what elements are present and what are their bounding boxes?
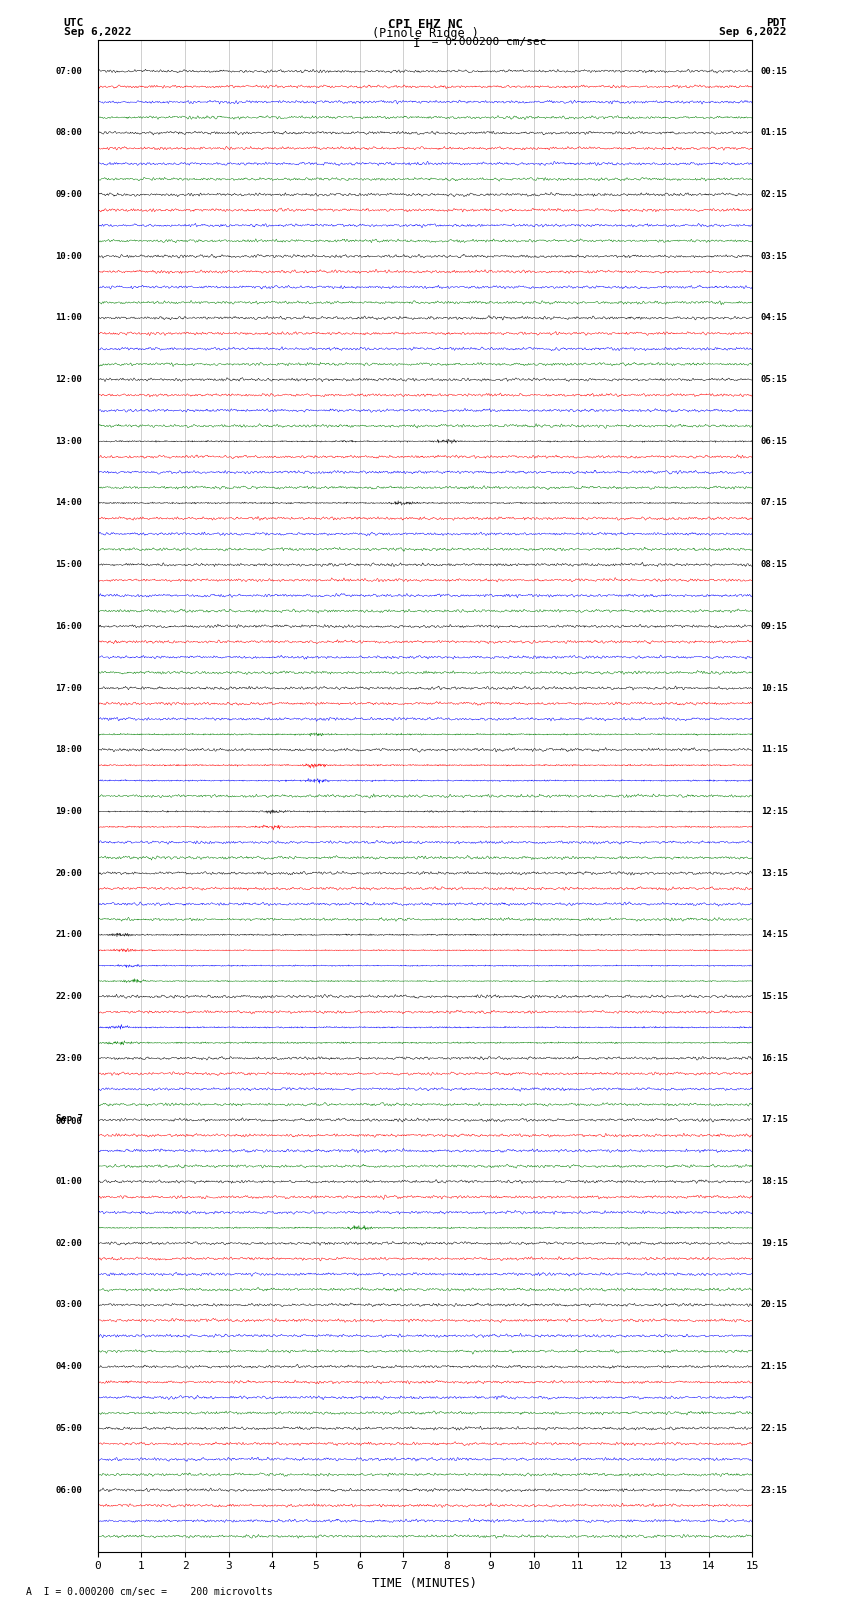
Text: Sep 6,2022: Sep 6,2022 — [719, 27, 786, 37]
Text: 06:00: 06:00 — [55, 1486, 82, 1495]
Text: 23:15: 23:15 — [761, 1486, 788, 1495]
Text: 23:00: 23:00 — [55, 1053, 82, 1063]
X-axis label: TIME (MINUTES): TIME (MINUTES) — [372, 1578, 478, 1590]
Text: I: I — [413, 37, 420, 50]
Text: Sep 7: Sep 7 — [55, 1113, 82, 1123]
Text: 20:00: 20:00 — [55, 869, 82, 877]
Text: 08:00: 08:00 — [55, 129, 82, 137]
Text: 00:00: 00:00 — [55, 1118, 82, 1126]
Text: PDT: PDT — [766, 18, 786, 27]
Text: CPI EHZ NC: CPI EHZ NC — [388, 18, 462, 31]
Text: 01:00: 01:00 — [55, 1177, 82, 1186]
Text: 16:15: 16:15 — [761, 1053, 788, 1063]
Text: 21:15: 21:15 — [761, 1361, 788, 1371]
Text: 02:15: 02:15 — [761, 190, 788, 198]
Text: 07:15: 07:15 — [761, 498, 788, 508]
Text: 03:00: 03:00 — [55, 1300, 82, 1310]
Text: 10:00: 10:00 — [55, 252, 82, 261]
Text: 15:00: 15:00 — [55, 560, 82, 569]
Text: 05:15: 05:15 — [761, 376, 788, 384]
Text: 09:15: 09:15 — [761, 623, 788, 631]
Text: 10:15: 10:15 — [761, 684, 788, 692]
Text: Sep 6,2022: Sep 6,2022 — [64, 27, 131, 37]
Text: 19:15: 19:15 — [761, 1239, 788, 1248]
Text: A  I = 0.000200 cm/sec =    200 microvolts: A I = 0.000200 cm/sec = 200 microvolts — [26, 1587, 272, 1597]
Text: 12:15: 12:15 — [761, 806, 788, 816]
Text: 16:00: 16:00 — [55, 623, 82, 631]
Text: 15:15: 15:15 — [761, 992, 788, 1002]
Text: 02:00: 02:00 — [55, 1239, 82, 1248]
Text: 04:15: 04:15 — [761, 313, 788, 323]
Text: 09:00: 09:00 — [55, 190, 82, 198]
Text: 20:15: 20:15 — [761, 1300, 788, 1310]
Text: 18:00: 18:00 — [55, 745, 82, 755]
Text: 19:00: 19:00 — [55, 806, 82, 816]
Text: (Pinole Ridge ): (Pinole Ridge ) — [371, 27, 479, 40]
Text: 13:15: 13:15 — [761, 869, 788, 877]
Text: 22:00: 22:00 — [55, 992, 82, 1002]
Text: 06:15: 06:15 — [761, 437, 788, 445]
Text: UTC: UTC — [64, 18, 84, 27]
Text: 01:15: 01:15 — [761, 129, 788, 137]
Text: 14:00: 14:00 — [55, 498, 82, 508]
Text: 05:00: 05:00 — [55, 1424, 82, 1432]
Text: 03:15: 03:15 — [761, 252, 788, 261]
Text: 04:00: 04:00 — [55, 1361, 82, 1371]
Text: = 0.000200 cm/sec: = 0.000200 cm/sec — [425, 37, 547, 47]
Text: 08:15: 08:15 — [761, 560, 788, 569]
Text: 22:15: 22:15 — [761, 1424, 788, 1432]
Text: 13:00: 13:00 — [55, 437, 82, 445]
Text: 21:00: 21:00 — [55, 931, 82, 939]
Text: 18:15: 18:15 — [761, 1177, 788, 1186]
Text: 14:15: 14:15 — [761, 931, 788, 939]
Text: 17:00: 17:00 — [55, 684, 82, 692]
Text: 00:15: 00:15 — [761, 66, 788, 76]
Text: 11:15: 11:15 — [761, 745, 788, 755]
Text: 17:15: 17:15 — [761, 1115, 788, 1124]
Text: 12:00: 12:00 — [55, 376, 82, 384]
Text: 07:00: 07:00 — [55, 66, 82, 76]
Text: 11:00: 11:00 — [55, 313, 82, 323]
